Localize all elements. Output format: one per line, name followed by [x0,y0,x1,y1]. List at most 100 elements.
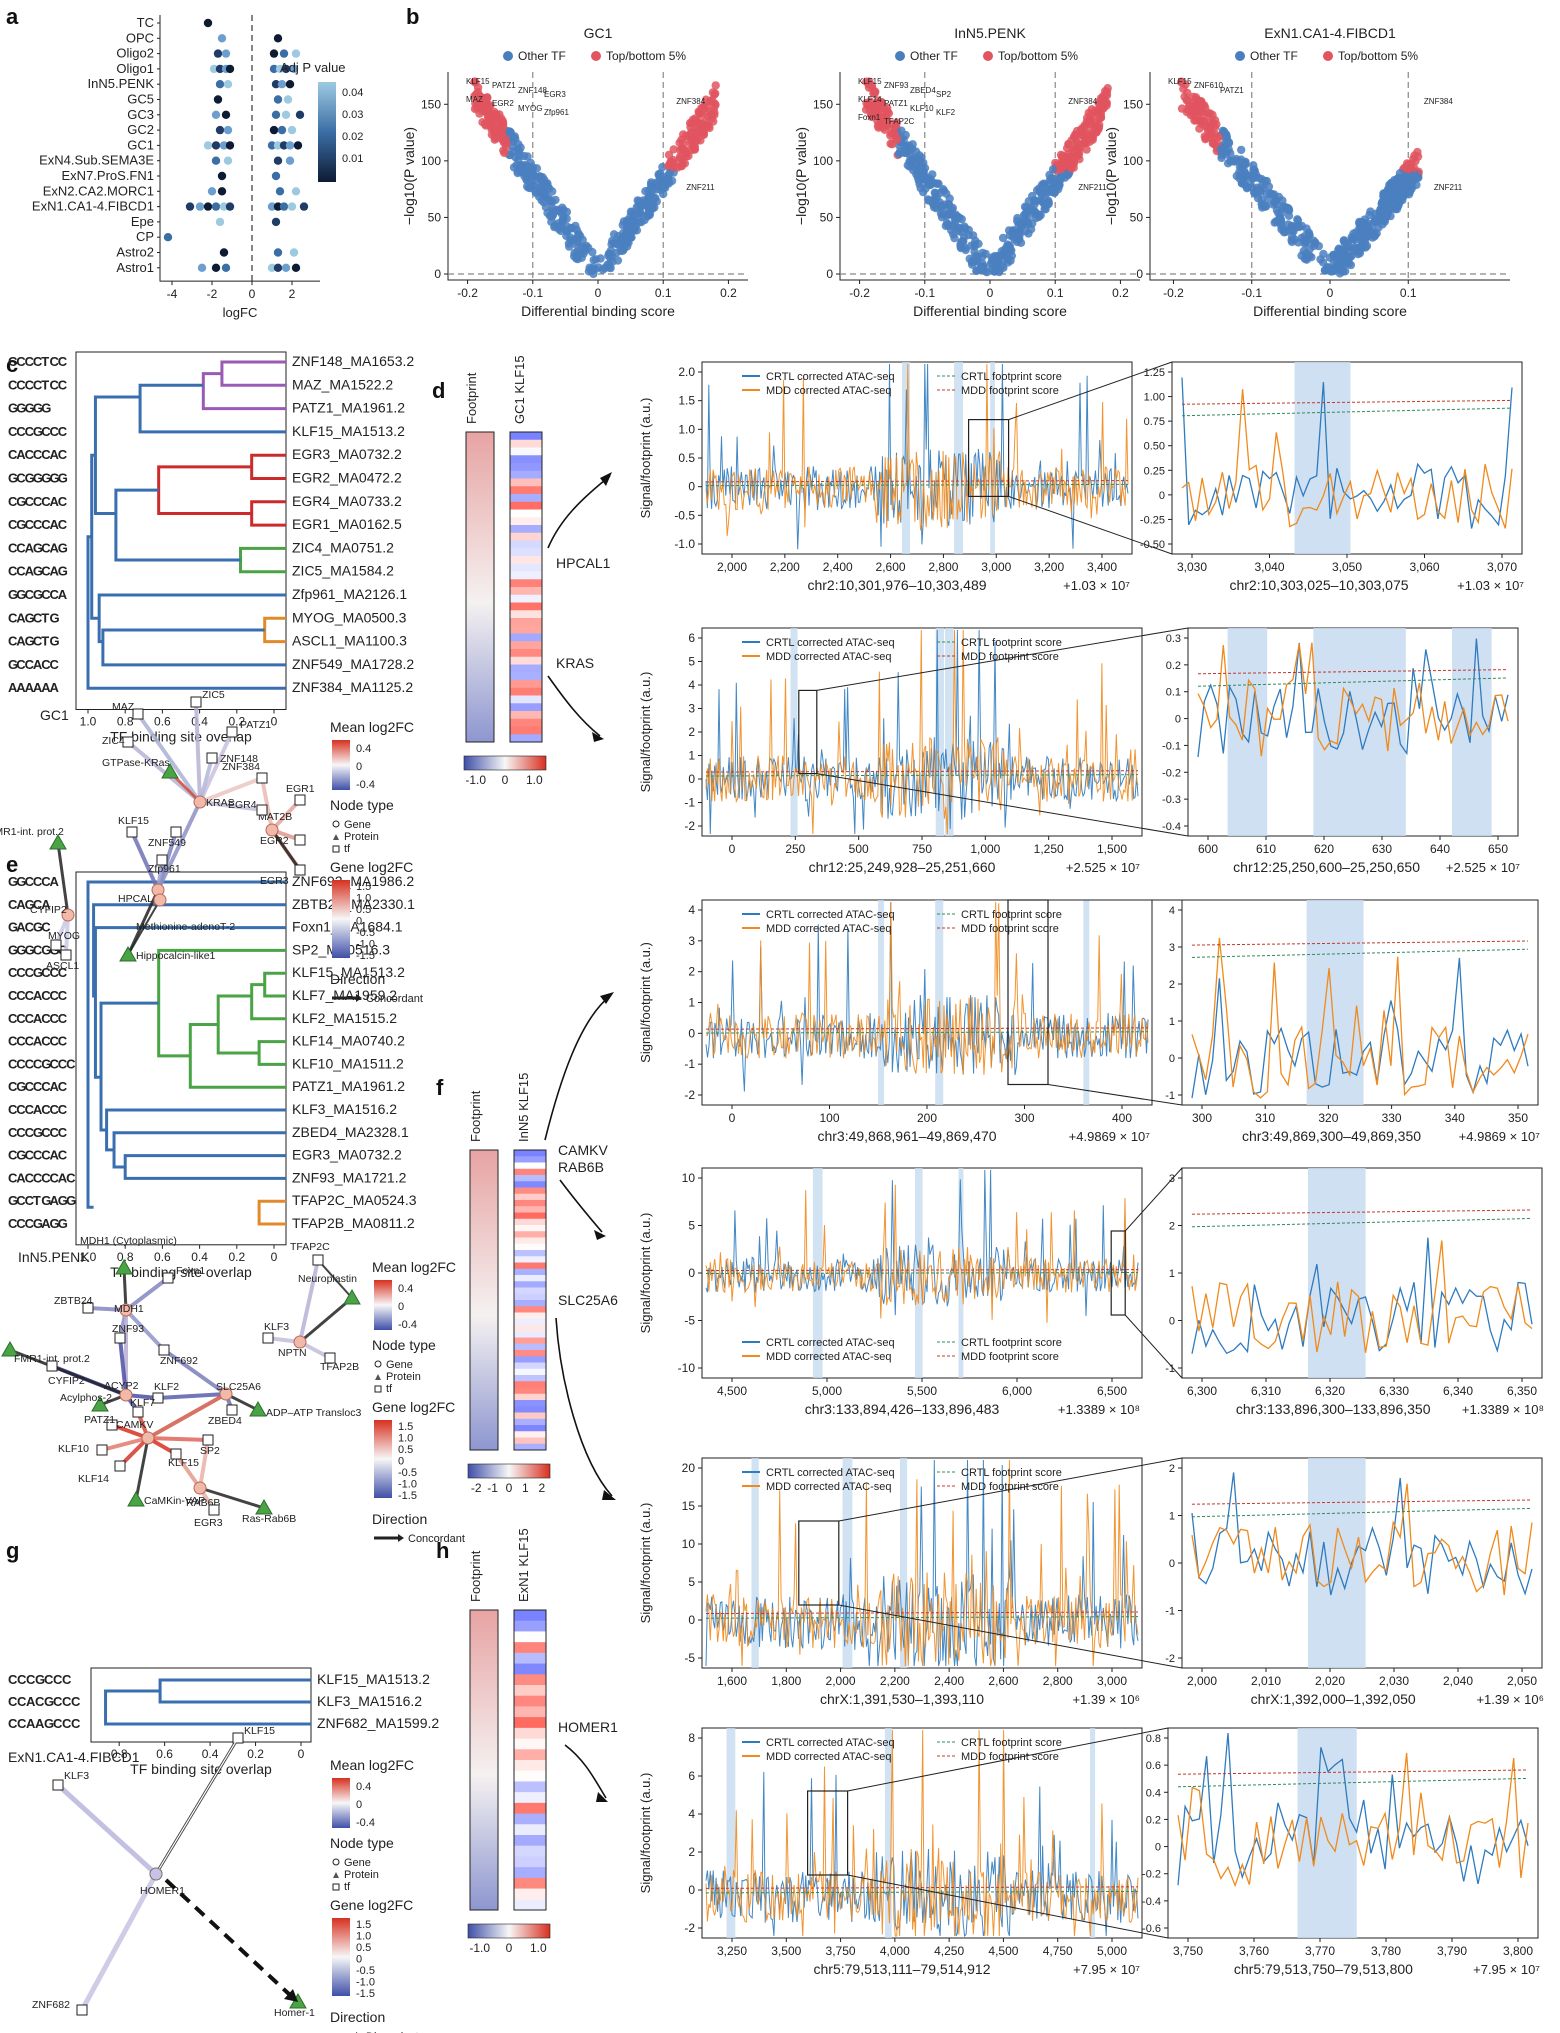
point-label: ZNF610 [1194,81,1223,90]
track-ylabel: Signal/footprint (a.u.) [638,672,653,793]
zoom-xtick-label: 610 [1256,842,1276,856]
dendro-c-logo-glyph: C [8,447,18,462]
shaded-region [726,1728,736,1938]
zoom-region: chr5:79,513,750–79,513,800 [1234,1961,1413,1977]
point-top [1413,147,1422,157]
dendro-e-logo-glyph: A [33,1102,43,1117]
track-ytick-label: -1 [684,796,695,810]
legend-top: Top/bottom 5% [998,49,1078,63]
heat-h-cell [514,1888,546,1900]
heat-f-cell [514,1218,546,1226]
point-other [903,161,912,170]
dendro-e-logo-glyph: A [16,920,26,935]
dendro-g-logo-glyph: C [53,1694,63,1709]
dendro-e-logo-glyph: C [25,1216,35,1231]
net-e-edge [124,1308,166,1352]
dendro-e-logo-glyph: C [8,965,18,980]
dendro-e-logo-glyph: C [41,1034,51,1049]
zoom-ytick-label: 1 [1169,1511,1175,1523]
zoom-xtick-label: 3,800 [1503,1944,1533,1958]
zoom-xtick-label: 2,010 [1251,1674,1281,1688]
net-g-mean-bar [332,1778,350,1828]
dendro-e-leaf: ZBTB24_MA2330.1 [292,896,415,912]
ytick-label-b: 50 [428,210,442,224]
dendro-g-xlabel: TF binding site overlap [130,1761,272,1777]
heat-d-frame [509,431,543,743]
colorbar-a [318,82,336,182]
zoom-ytick-label: 1.25 [1144,367,1165,379]
zoom-xtick-label: 2,000 [1187,1674,1217,1688]
point-other [1246,179,1255,188]
point-other [1359,218,1368,227]
dot-a [285,80,295,89]
dendro-g-logo-glyph: C [17,1672,27,1687]
xtick-label-b: 0 [987,286,994,300]
dendro-c-logo-glyph: A [25,540,35,555]
track-xtick-label: 5,000 [1097,1944,1127,1958]
track-xtick-label: 3,250 [717,1944,747,1958]
net-e-node-label: Acylphos-2 [60,1392,112,1404]
heat-f-cell [514,1212,546,1220]
dot-a [269,49,279,58]
shaded-region [878,900,885,1105]
heat-d-cell [510,517,542,526]
point-other [1036,195,1045,204]
point-other [1035,188,1045,197]
dendro-c-leaf: EGR1_MA0162.5 [292,516,402,532]
zoom-xtick-label: 3,050 [1332,560,1362,574]
net-g-protein-symbol [333,1872,339,1878]
zoom-xtick-label: 3,040 [1254,560,1284,574]
point-other [952,213,961,222]
row-label: ExN2.CA2.MORC1 [43,183,154,198]
zoom-crtl-signal [1177,1732,1529,1886]
net-e-node-tf [312,1254,324,1266]
net-c-title: GC1 [40,707,69,723]
net-c-node-label: ZNF384 [222,761,260,773]
heat-h-cell [514,1824,546,1836]
zoom-offset: +4.9869 × 10⁷ [1459,1129,1541,1144]
zoom-shaded [1308,1458,1366,1668]
dendro-e-logo-glyph: C [50,1102,60,1117]
heat-f-cell [514,1243,546,1251]
legend-entry: CRTL corrected ATAC-seq [766,1337,895,1349]
dendro-c-logo-glyph: C [58,517,68,532]
heat-f-cell [514,1368,546,1376]
zoom-crtl-footprint [1191,1217,1533,1228]
dendro-e-logo-glyph: G [8,1193,18,1208]
dendro-e-logo-glyph: A [33,1034,43,1049]
heat-d-cell [510,726,542,735]
heat-h-colorbar-tick: -1.0 [469,1941,490,1955]
net-e-node-tf [158,1344,170,1356]
net-c-node-tf [122,736,134,748]
heat-d-cell [510,470,542,479]
point-other [1005,231,1014,240]
net-e-edge [122,1266,128,1312]
point-label: ZNF384 [1068,97,1097,106]
arrow-head [602,1490,616,1500]
track-ytick-label: 4 [688,903,695,917]
zoom-xtick-label: 3,760 [1239,1944,1269,1958]
track-ytick-label: 2 [688,965,695,979]
point-other [570,252,579,261]
heat-d-cell [510,641,542,650]
net-e-mean-tick: -0.4 [398,1319,417,1331]
track-xtick-label: 2,200 [880,1674,910,1688]
dendro-g-logo-glyph: C [35,1694,45,1709]
dendro-e-logo-glyph: C [50,1034,60,1049]
point-top [677,135,686,144]
net-c-edge [126,888,160,957]
panel-label-c: c [6,352,18,377]
net-g-mean-title: Mean log2FC [330,1757,414,1773]
dendro-e-logo-glyph: C [25,1056,35,1071]
ytick-label-b: 50 [820,210,834,224]
legend-entry: MDD footprint score [961,1481,1059,1493]
heat-f-cell [514,1181,546,1188]
dendro-e-leaf: KLF10_MA1511.2 [292,1055,404,1071]
point-other [646,196,656,206]
zoom-mdd-footprint [1191,1209,1533,1215]
net-c-edge [64,913,70,957]
colorbar-tick-a: 0.02 [342,131,363,143]
dendro-e-logo-glyph: G [66,1193,76,1208]
net-c-gene-tick: -1.0 [356,939,375,951]
